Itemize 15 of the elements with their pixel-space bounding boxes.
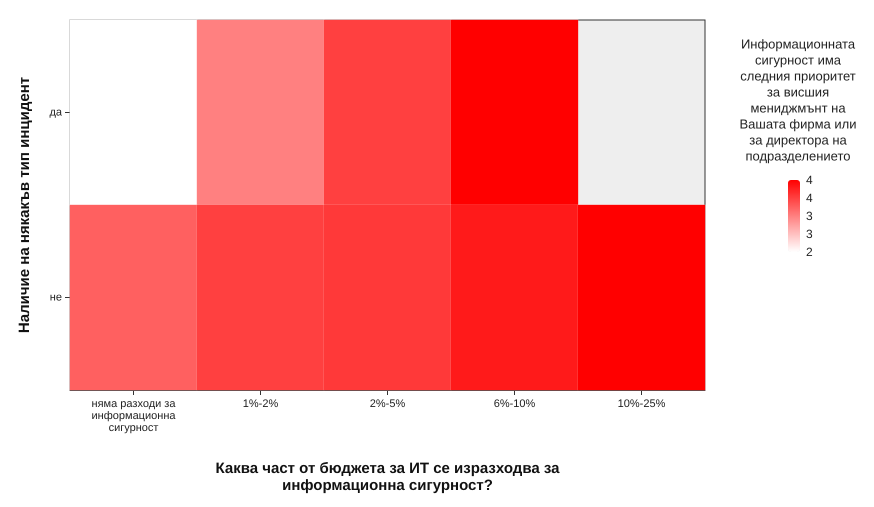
y-tick-label: не [50,292,62,304]
color-bar-label: 4 [806,173,813,187]
x-axis-title: Каква част от бюджета за ИТ се изразходва за информационна сигурност? [216,460,560,494]
x-tick-label: няма разходи за информационна сигурност [91,398,176,434]
color-bar-label: 2 [806,245,813,259]
color-bar-label: 4 [806,191,813,205]
color-bar-label: 3 [806,227,813,241]
y-tick-label: да [49,106,63,118]
y-axis-title: Наличие на някакъв тип инцидент [16,76,33,334]
x-tick-label: 2%-5% [370,398,406,410]
color-bar-title: Информационната сигурност има следния приоритет за висшия мениджмънт на Вашата фирма или за директора на подразделението [740,36,856,164]
x-tick-label: 6%-10% [494,398,536,410]
color-bar-label: 3 [806,209,813,223]
x-tick-label: 1%-2% [242,398,278,410]
x-tick-label: 10%-25% [618,398,666,410]
